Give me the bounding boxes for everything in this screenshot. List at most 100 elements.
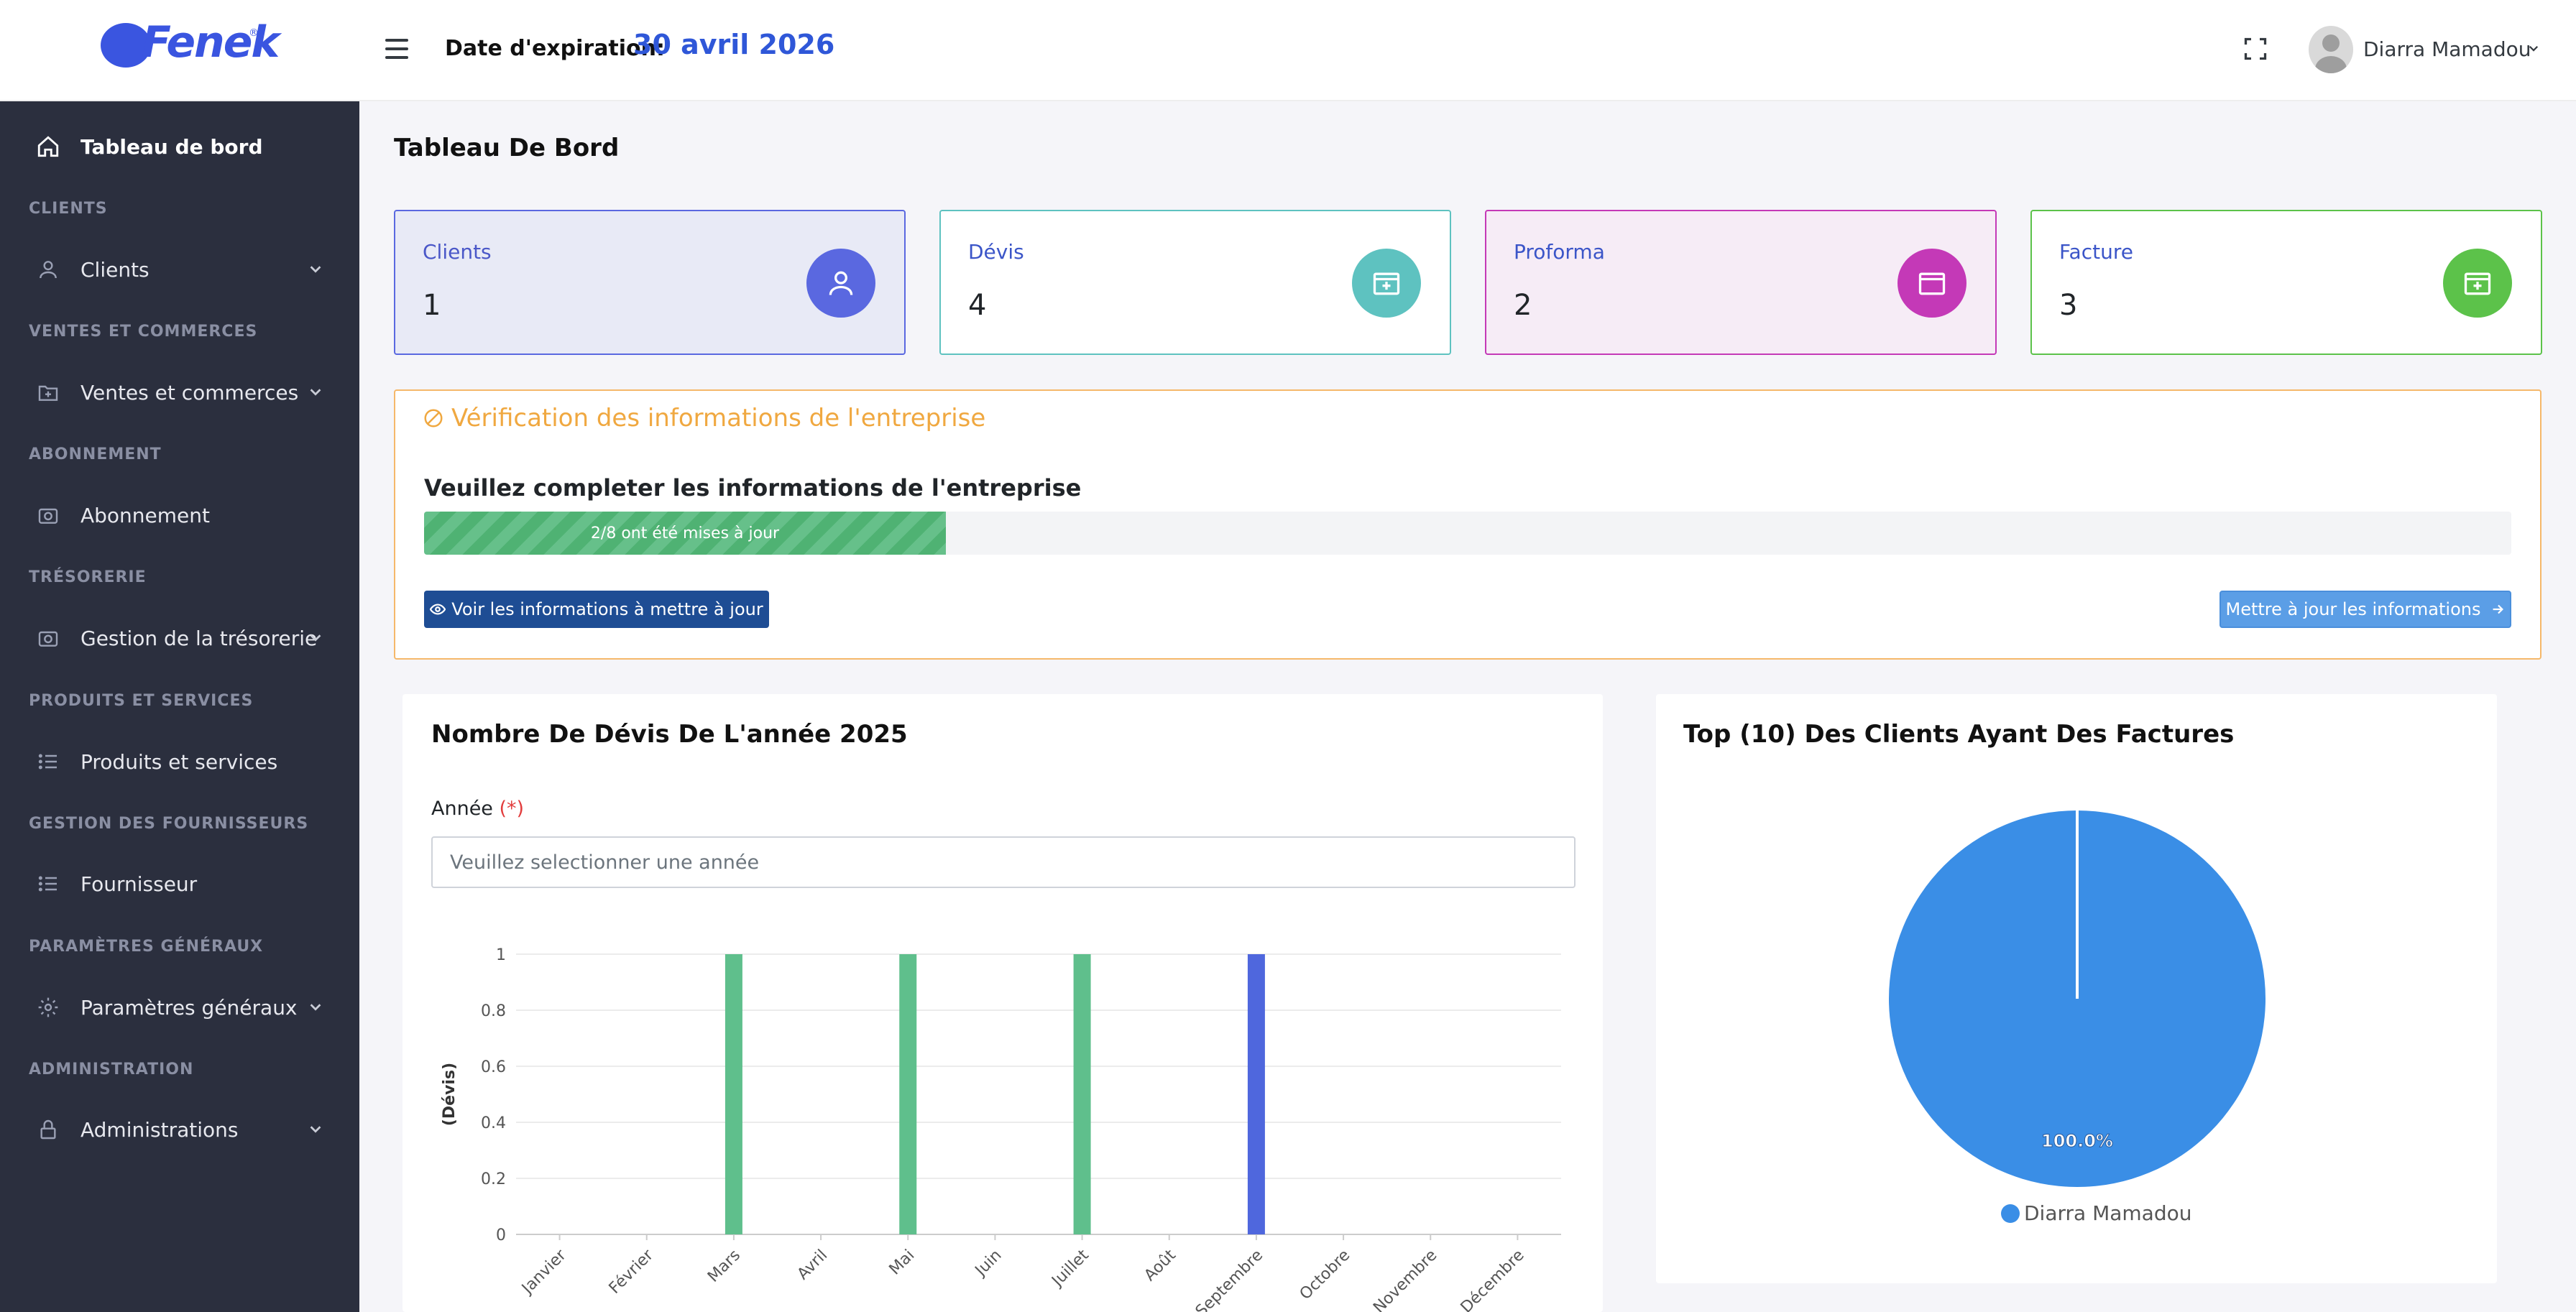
- fullscreen-icon[interactable]: [2242, 36, 2268, 62]
- stat-value: 2: [1514, 289, 1532, 322]
- chevron-down-icon[interactable]: [2527, 42, 2540, 55]
- chevron-down-icon[interactable]: [308, 1121, 323, 1137]
- logo-icon: [101, 23, 151, 68]
- sidebar-item[interactable]: Paramètres généraux: [34, 986, 336, 1029]
- sidebar-item[interactable]: Fournisseur: [34, 862, 336, 905]
- chevron-down-icon[interactable]: [308, 261, 323, 277]
- avatar[interactable]: [2309, 26, 2353, 73]
- x-tick-label: Septembre: [1192, 1247, 1266, 1312]
- sidebar-section-title: ADMINISTRATION: [29, 1061, 194, 1078]
- update-info-label: Mettre à jour les informations: [2225, 599, 2481, 619]
- sidebar-section-title: PRODUITS ET SERVICES: [29, 692, 254, 710]
- stat-card-facture[interactable]: Facture 3: [2030, 210, 2542, 355]
- x-tick-label: Décembre: [1458, 1247, 1528, 1312]
- update-info-button[interactable]: Mettre à jour les informations: [2220, 591, 2511, 628]
- x-tick-label: Novembre: [1370, 1247, 1440, 1312]
- stat-value: 3: [2059, 289, 2078, 322]
- sidebar-item[interactable]: Ventes et commerces: [34, 371, 336, 414]
- stat-value: 4: [968, 289, 987, 322]
- sidebar-item-label: Paramètres généraux: [80, 995, 298, 1020]
- required-marker: (*): [499, 798, 525, 820]
- x-tick-label: Juillet: [1048, 1246, 1092, 1290]
- chevron-down-icon[interactable]: [308, 629, 323, 645]
- y-tick-label: 0.4: [481, 1114, 506, 1132]
- list-icon: [34, 870, 62, 897]
- top-clients-title: Top (10) Des Clients Ayant Des Factures: [1683, 720, 2235, 749]
- page-title: Tableau De Bord: [394, 134, 620, 162]
- sidebar-section-title: CLIENTS: [29, 200, 108, 218]
- year-label: Année (*): [431, 798, 524, 820]
- legend-label[interactable]: Diarra Mamadou: [2024, 1201, 2192, 1225]
- x-tick-label: Juin: [971, 1247, 1006, 1281]
- bar-mai: [899, 954, 917, 1234]
- sidebar-item-dashboard[interactable]: Tableau de bord: [34, 125, 336, 168]
- x-tick-label: Février: [606, 1246, 658, 1298]
- camera-icon: [34, 624, 62, 652]
- arrow-right-icon: [2493, 604, 2503, 614]
- year-label-text: Année: [431, 798, 493, 820]
- x-tick-label: Avril: [794, 1247, 832, 1284]
- clients-pie-chart: 100.0%: [1889, 810, 2266, 1187]
- stat-card-dévis[interactable]: Dévis 4: [939, 210, 1451, 355]
- devis-chart-title: Nombre De Dévis De L'année 2025: [431, 720, 908, 749]
- progress-fill: [424, 512, 946, 555]
- stat-label: Clients: [423, 240, 492, 264]
- sidebar-item[interactable]: Abonnement: [34, 494, 336, 537]
- progress-bar: 2/8 ont été mises à jour: [424, 512, 2511, 555]
- sidebar-item[interactable]: Produits et services: [34, 740, 336, 783]
- chevron-down-icon[interactable]: [308, 384, 323, 399]
- sidebar-item-label: Ventes et commerces: [80, 380, 299, 405]
- stat-label: Facture: [2059, 240, 2133, 264]
- x-tick-label: Mai: [886, 1247, 919, 1279]
- y-tick-label: 0.8: [481, 1002, 506, 1020]
- lock-icon: [34, 1116, 62, 1143]
- sidebar-item[interactable]: Clients: [34, 248, 336, 291]
- sidebar-section-title: GESTION DES FOURNISSEURS: [29, 815, 309, 833]
- sidebar-item-label: Gestion de la trésorerie: [80, 626, 318, 650]
- folder-plus-icon: [1352, 249, 1421, 318]
- gear-icon: [34, 994, 62, 1021]
- devis-bar-chart: 0 0.2 0.4 0.6 0.8 1 (Dévis) Janvier Février Mars A…: [441, 946, 1561, 1312]
- x-tick-label: Janvier: [518, 1246, 570, 1298]
- sidebar-section-title: VENTES ET COMMERCES: [29, 323, 258, 341]
- sidebar-section-title: PARAMÈTRES GÉNÉRAUX: [29, 938, 264, 956]
- devis-chart-card: [402, 694, 1603, 1312]
- sidebar-item-label: Produits et services: [80, 749, 278, 774]
- logo-text: Fenek: [142, 17, 280, 68]
- top-bar: [0, 0, 2576, 101]
- y-tick-label: 0.6: [481, 1058, 506, 1076]
- sidebar-item[interactable]: Administrations: [34, 1108, 336, 1151]
- sidebar: [0, 101, 359, 1312]
- y-tick-label: 0: [496, 1226, 506, 1244]
- sidebar-item-label: Clients: [80, 257, 150, 282]
- sidebar-item-label: Abonnement: [80, 503, 211, 527]
- expiration-date: 30 avril 2026: [633, 29, 835, 60]
- camera-icon: [34, 502, 62, 529]
- stat-card-proforma[interactable]: Proforma 2: [1485, 210, 1997, 355]
- registered-mark: ®: [249, 27, 259, 39]
- x-tick-label: Mars: [704, 1247, 744, 1286]
- sidebar-item[interactable]: Gestion de la trésorerie: [34, 616, 336, 660]
- menu-toggle-icon[interactable]: [385, 39, 408, 59]
- user-name[interactable]: Diarra Mamadou: [2363, 37, 2531, 61]
- year-select-placeholder: Veuillez selectionner une année: [450, 851, 760, 874]
- sidebar-item-label: Tableau de bord: [80, 134, 263, 159]
- bar-septembre: [1247, 954, 1265, 1234]
- legend-swatch: [2001, 1204, 2020, 1223]
- user-icon: [34, 256, 62, 283]
- year-select[interactable]: Veuillez selectionner une année: [431, 836, 1576, 888]
- progress-text: 2/8 ont été mises à jour: [590, 524, 780, 542]
- folder-plus-icon: [34, 379, 62, 406]
- chevron-down-icon[interactable]: [308, 999, 323, 1015]
- verification-title: Vérification des informations de l'entre…: [423, 404, 985, 433]
- stat-card-clients[interactable]: Clients 1: [394, 210, 906, 355]
- view-info-label: Voir les informations à mettre à jour: [451, 599, 763, 619]
- home-icon: [34, 133, 62, 160]
- expiration-label: Date d'expiration:: [445, 36, 666, 61]
- verification-subtitle: Veuillez completer les informations de l…: [424, 474, 1082, 502]
- sidebar-item-label: Administrations: [80, 1117, 239, 1142]
- view-info-button[interactable]: Voir les informations à mettre à jour: [424, 591, 769, 628]
- y-tick-label: 1: [496, 946, 506, 964]
- bar-mars: [724, 954, 742, 1234]
- stat-value: 1: [423, 289, 441, 322]
